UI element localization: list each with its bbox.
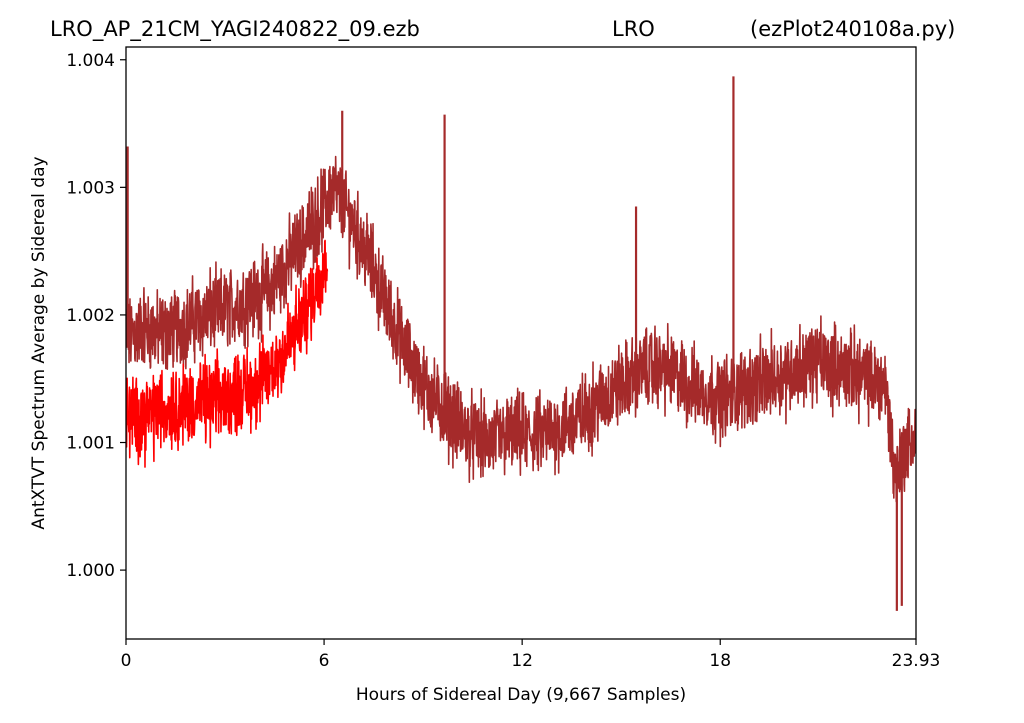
y-tick-label-4: 1.004 — [66, 51, 115, 71]
y-tick-label-3: 1.003 — [66, 178, 115, 198]
x-axis-label: Hours of Sidereal Day (9,667 Samples) — [356, 685, 686, 705]
x-tick-label-0: 0 — [121, 651, 132, 671]
x-tick-label-2: 12 — [511, 651, 533, 671]
x-tick-label-3: 18 — [709, 651, 731, 671]
chart-title-right: (ezPlot240108a.py) — [750, 17, 955, 41]
plot-frame — [125, 46, 917, 640]
x-tick-label-1: 6 — [319, 651, 330, 671]
x-tick-label-4: 23.93 — [892, 651, 941, 671]
chart-title-left: LRO_AP_21CM_YAGI240822_09.ezb — [50, 17, 420, 42]
y-axis-label: AntXTVT Spectrum Average by Sidereal day — [29, 156, 49, 529]
y-axis: 1.000 1.001 1.002 1.003 1.004 — [66, 51, 126, 581]
y-tick-label-2: 1.002 — [66, 306, 115, 326]
series-line-highlight — [126, 239, 329, 468]
x-axis: 0 6 12 18 23.93 — [121, 639, 941, 671]
chart-title-center: LRO — [612, 17, 655, 41]
series-line-main — [126, 155, 916, 503]
y-tick-label-1: 1.001 — [66, 434, 115, 454]
series-layer — [126, 76, 916, 611]
y-tick-label-0: 1.000 — [66, 561, 115, 581]
